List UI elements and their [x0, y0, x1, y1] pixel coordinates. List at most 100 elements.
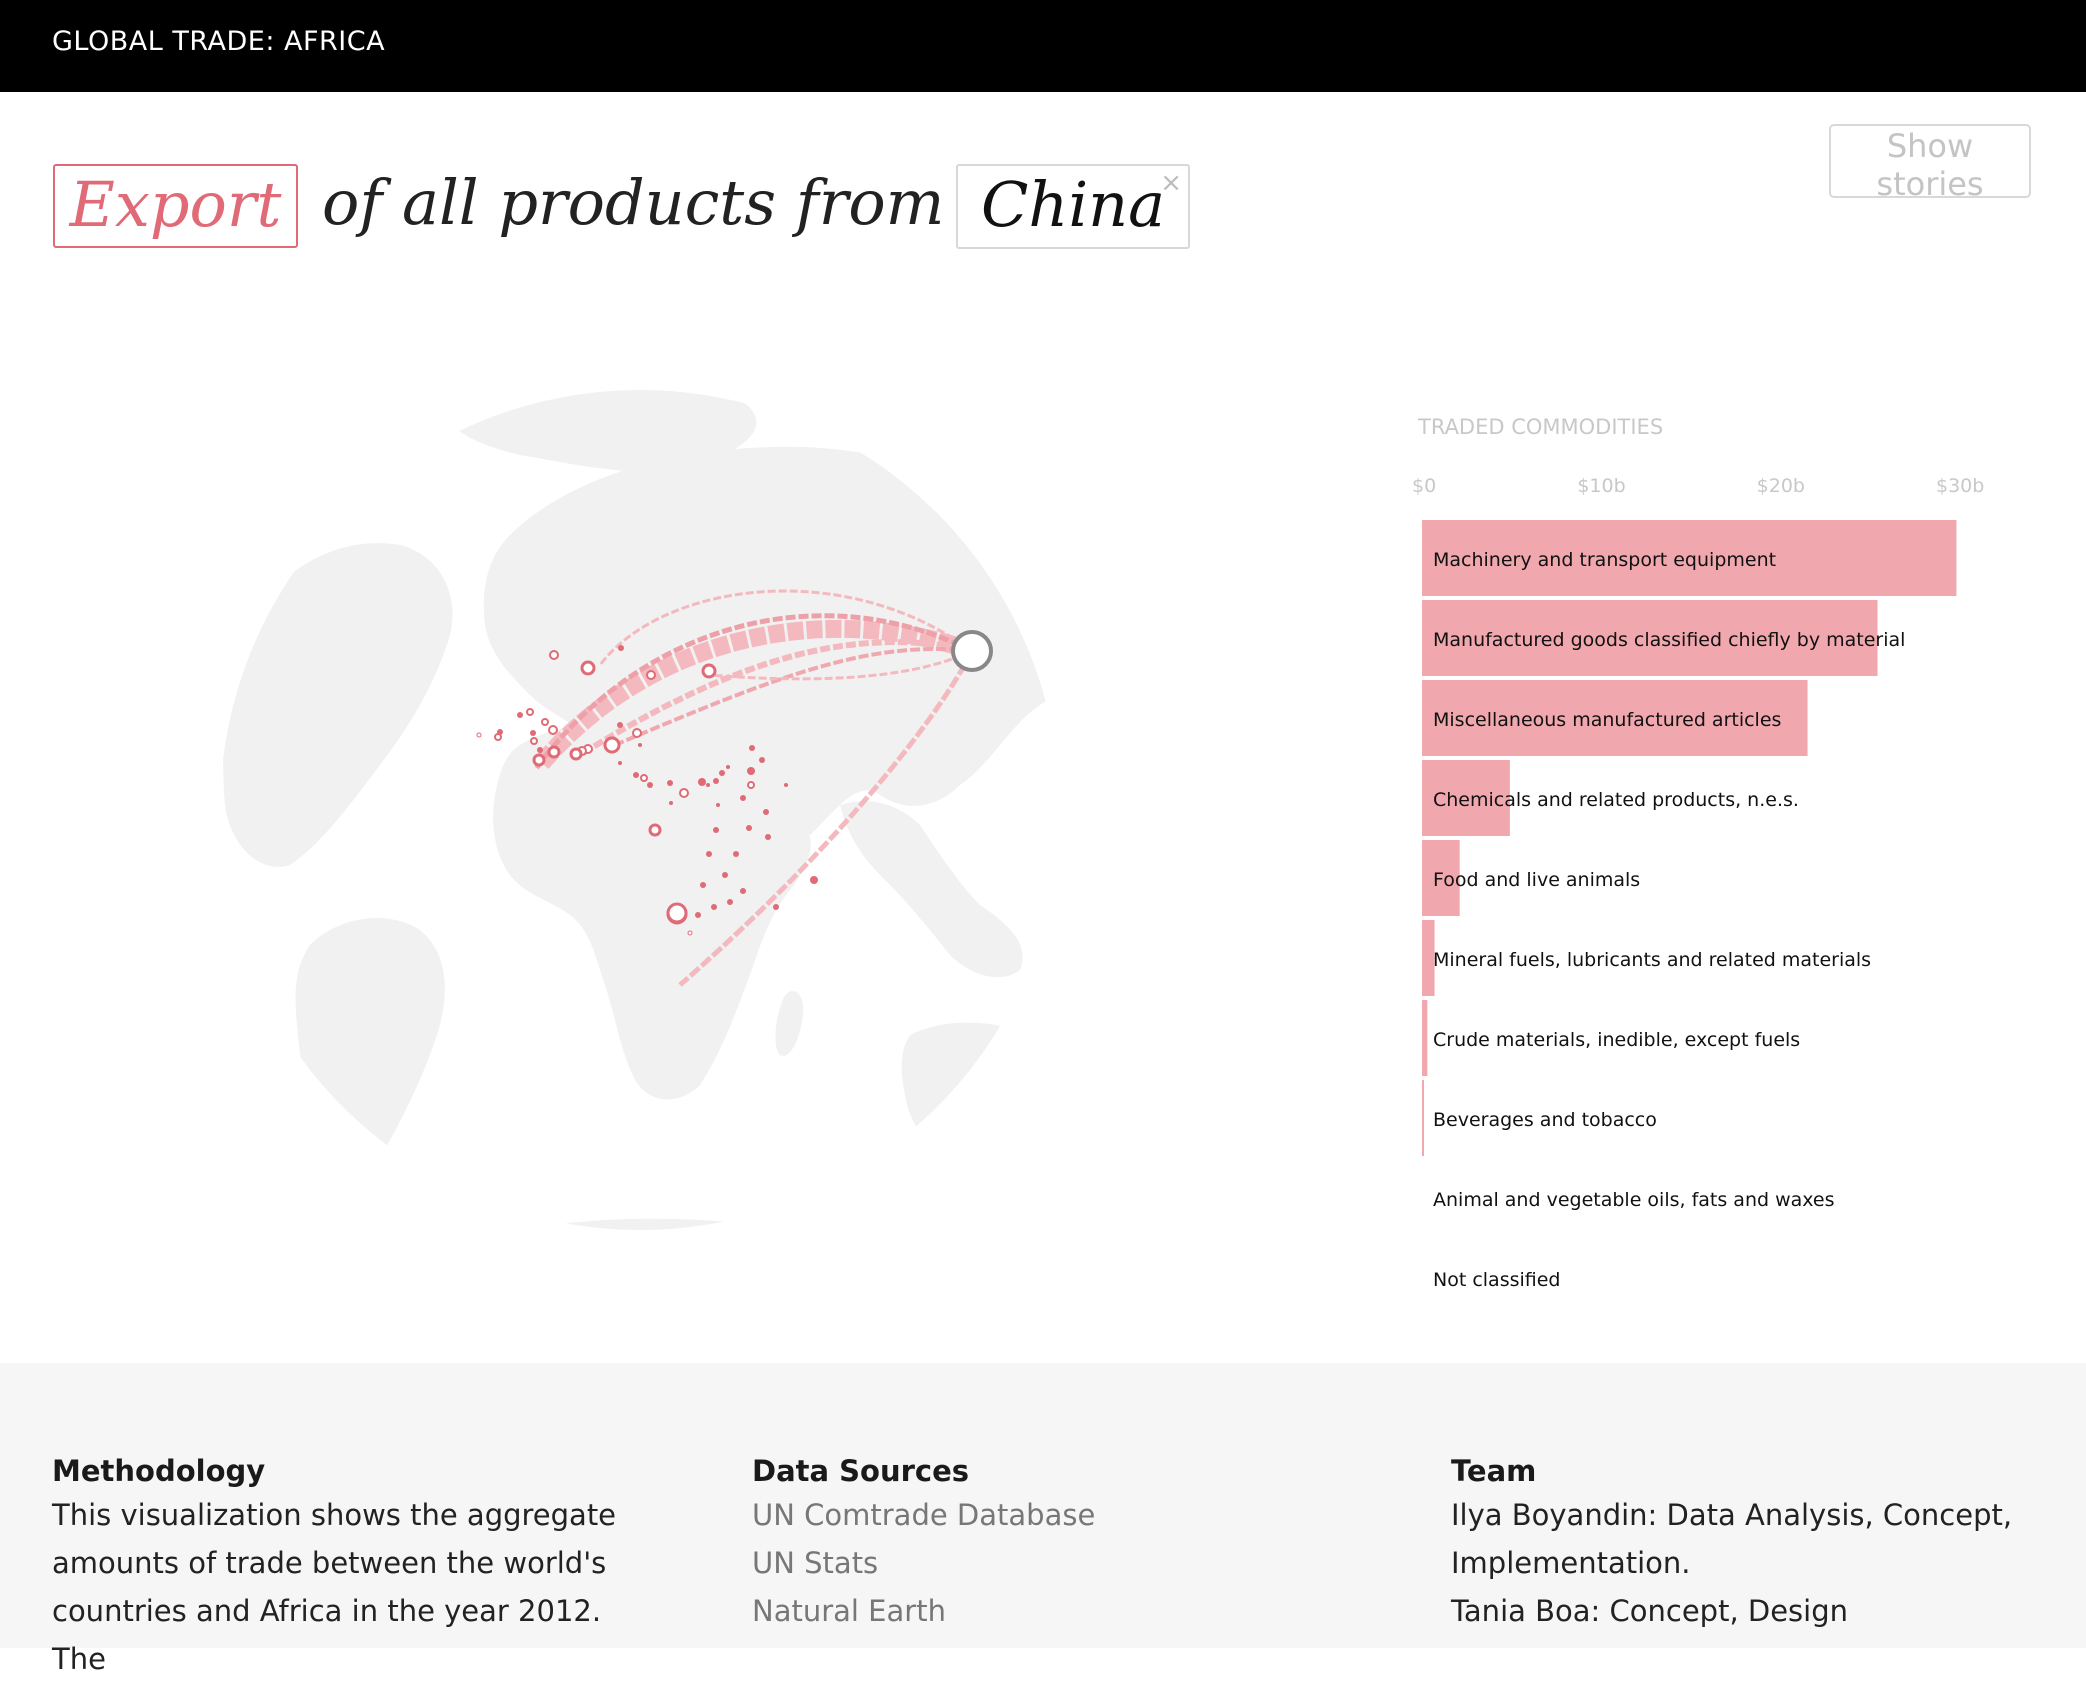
- source-link-un-stats[interactable]: UN Stats: [752, 1546, 879, 1580]
- country-marker[interactable]: [713, 778, 719, 784]
- show-stories-button[interactable]: Show stories: [1829, 124, 2031, 203]
- country-marker[interactable]: [695, 912, 701, 918]
- country-marker[interactable]: [747, 781, 755, 789]
- trade-globe-map[interactable]: [220, 385, 1120, 1265]
- commodity-label[interactable]: Animal and vegetable oils, fats and waxe…: [1433, 1189, 1835, 1211]
- country-marker[interactable]: [497, 729, 503, 735]
- country-marker[interactable]: [666, 902, 688, 924]
- country-marker[interactable]: [669, 801, 673, 805]
- methodology-section: Methodology This visualization shows the…: [52, 1451, 652, 1683]
- methodology-line: countries and Africa in the year 2012. T…: [52, 1594, 602, 1676]
- country-marker[interactable]: [638, 743, 642, 747]
- country-marker[interactable]: [667, 780, 673, 786]
- source-link-natural-earth[interactable]: Natural Earth: [752, 1594, 946, 1628]
- country-marker[interactable]: [537, 747, 543, 753]
- bars: Machinery and transport equipment Manufac…: [1422, 520, 1957, 1291]
- country-marker[interactable]: [541, 718, 549, 726]
- country-label: China: [980, 168, 1166, 241]
- country-marker[interactable]: [530, 730, 536, 736]
- country-marker[interactable]: [618, 645, 624, 651]
- commodity-bar[interactable]: [1422, 840, 1460, 916]
- country-marker[interactable]: [648, 823, 662, 837]
- flow-arc: [598, 589, 973, 666]
- country-marker[interactable]: [746, 825, 752, 831]
- country-marker[interactable]: [618, 761, 622, 765]
- commodity-bar[interactable]: [1422, 520, 1957, 596]
- country-marker[interactable]: [700, 882, 706, 888]
- country-marker[interactable]: [706, 783, 710, 787]
- country-marker[interactable]: [701, 663, 717, 679]
- commodity-label[interactable]: Machinery and transport equipment: [1433, 549, 1776, 571]
- country-marker[interactable]: [569, 747, 583, 761]
- country-marker[interactable]: [549, 650, 559, 660]
- country-marker[interactable]: [646, 670, 656, 680]
- country-marker[interactable]: [526, 708, 534, 716]
- country-marker[interactable]: [784, 783, 788, 787]
- country-marker[interactable]: [476, 732, 482, 738]
- land-australia: [901, 1022, 1060, 1169]
- data-sources-section: Data Sources UN Comtrade Database UN Sta…: [752, 1451, 1352, 1635]
- close-icon[interactable]: ×: [1160, 168, 1182, 198]
- commodity-bar[interactable]: [1422, 1080, 1424, 1156]
- country-marker[interactable]: [679, 788, 689, 798]
- trade-mode-selector[interactable]: Export: [53, 164, 298, 248]
- commodity-label[interactable]: Beverages and tobacco: [1433, 1109, 1657, 1131]
- country-marker[interactable]: [810, 876, 818, 884]
- country-marker[interactable]: [617, 722, 623, 728]
- country-marker[interactable]: [517, 712, 523, 718]
- commodity-label[interactable]: Chemicals and related products, n.e.s.: [1433, 789, 1799, 811]
- commodity-label[interactable]: Crude materials, inedible, except fuels: [1433, 1029, 1800, 1051]
- commodity-bar-chart: TRADED COMMODITIES $0 $10b $20b $30b Machin…: [1412, 415, 1984, 1291]
- country-marker[interactable]: [713, 827, 719, 833]
- source-link-un-comtrade[interactable]: UN Comtrade Database: [752, 1498, 1096, 1532]
- origin-country-marker-china[interactable]: [951, 630, 993, 672]
- country-marker[interactable]: [532, 753, 546, 767]
- trade-flows: [532, 589, 975, 987]
- flow-arc: [532, 613, 974, 772]
- commodity-label[interactable]: Food and live animals: [1433, 869, 1640, 891]
- country-marker[interactable]: [687, 930, 693, 936]
- country-marker[interactable]: [716, 803, 720, 807]
- footer: Methodology This visualization shows the…: [0, 1363, 2086, 1676]
- country-marker[interactable]: [727, 899, 733, 905]
- country-marker[interactable]: [547, 745, 561, 759]
- country-marker[interactable]: [548, 725, 558, 735]
- x-tick-label: $0: [1412, 475, 1436, 497]
- country-marker[interactable]: [706, 851, 712, 857]
- commodity-bar[interactable]: [1422, 920, 1435, 996]
- country-marker[interactable]: [763, 809, 769, 815]
- country-marker[interactable]: [765, 834, 771, 840]
- country-marker[interactable]: [759, 757, 765, 763]
- country-marker[interactable]: [722, 872, 728, 878]
- team-heading: Team: [1451, 1454, 1537, 1488]
- chart-title: TRADED COMMODITIES: [1417, 415, 1663, 439]
- country-marker[interactable]: [640, 774, 648, 782]
- country-marker[interactable]: [747, 767, 755, 775]
- commodity-label[interactable]: Miscellaneous manufactured articles: [1433, 709, 1781, 731]
- country-marker[interactable]: [711, 904, 717, 910]
- commodity-bar[interactable]: [1422, 600, 1878, 676]
- country-marker[interactable]: [632, 728, 642, 738]
- country-marker[interactable]: [633, 772, 639, 778]
- country-marker[interactable]: [530, 737, 538, 745]
- flow-arc: [578, 639, 973, 758]
- commodity-bar[interactable]: [1422, 1000, 1428, 1076]
- commodity-bar[interactable]: [1422, 680, 1808, 756]
- country-marker[interactable]: [698, 778, 706, 786]
- country-marker[interactable]: [749, 745, 755, 751]
- commodity-bar[interactable]: [1422, 760, 1510, 836]
- country-marker[interactable]: [740, 888, 746, 894]
- country-marker[interactable]: [740, 795, 746, 801]
- country-marker[interactable]: [580, 660, 596, 676]
- commodity-label[interactable]: Mineral fuels, lubricants and related ma…: [1433, 949, 1871, 971]
- land-greenland: [448, 390, 757, 472]
- country-marker[interactable]: [726, 765, 730, 769]
- country-marker[interactable]: [733, 851, 739, 857]
- commodity-label[interactable]: Not classified: [1433, 1269, 1561, 1291]
- commodity-label[interactable]: Manufactured goods classified chiefly by…: [1433, 629, 1905, 651]
- country-marker[interactable]: [647, 782, 653, 788]
- country-marker[interactable]: [603, 736, 621, 754]
- country-selector[interactable]: China ×: [956, 164, 1190, 249]
- country-marker[interactable]: [719, 770, 725, 776]
- country-marker[interactable]: [773, 904, 779, 910]
